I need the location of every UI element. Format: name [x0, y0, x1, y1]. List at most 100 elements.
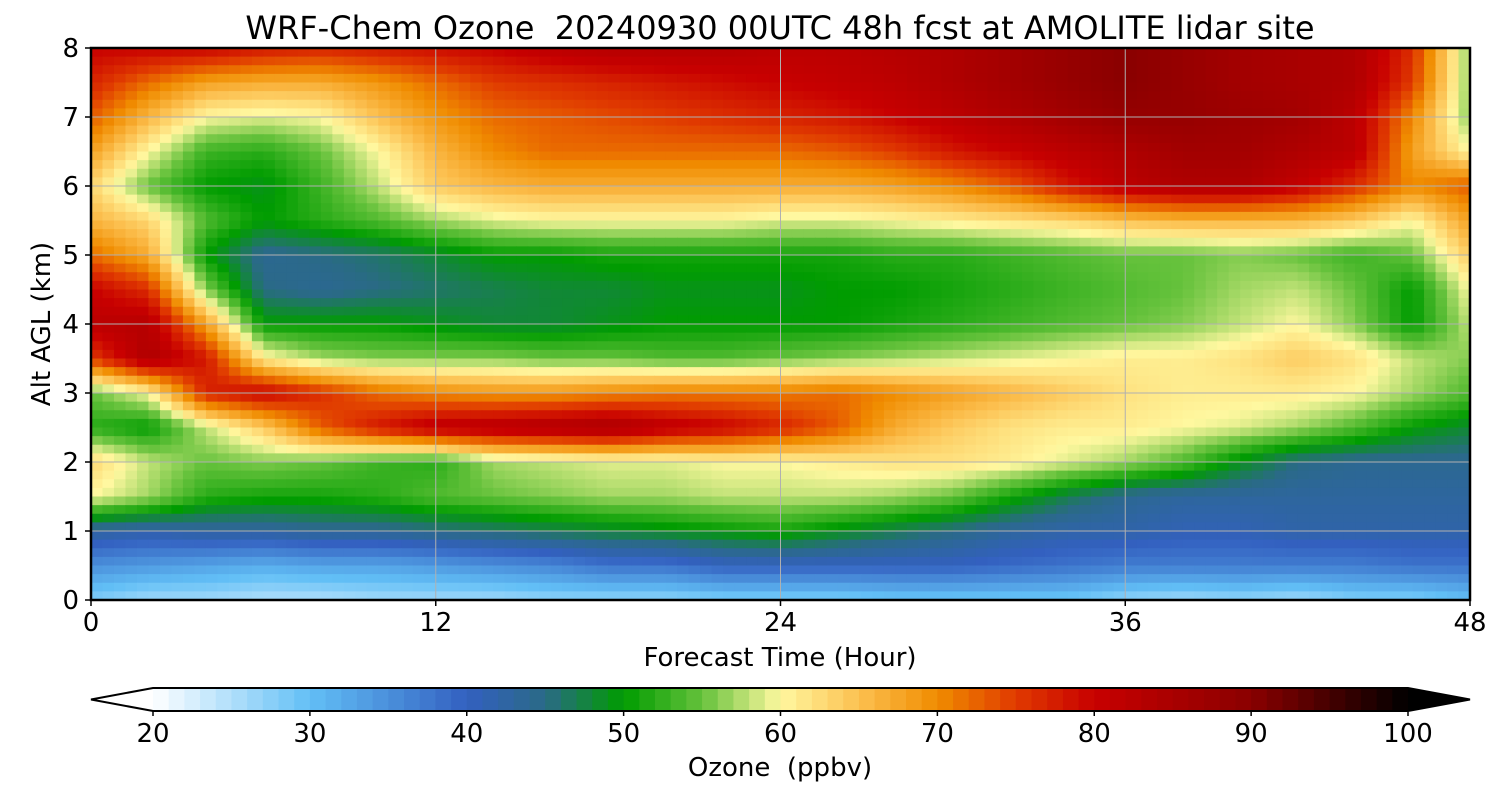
heatmap-cell — [872, 91, 885, 101]
heatmap-cell — [895, 125, 908, 135]
heatmap-cell — [1458, 56, 1470, 66]
heatmap-cell — [217, 280, 230, 291]
heatmap-cell — [1332, 237, 1345, 247]
heatmap-cell — [562, 272, 575, 282]
heatmap-cell — [91, 306, 104, 316]
heatmap-cell — [734, 142, 747, 153]
heatmap-cell — [1424, 375, 1437, 385]
heatmap-cell — [631, 358, 644, 368]
heatmap-cell — [113, 375, 127, 385]
heatmap-cell — [964, 384, 977, 394]
heatmap-cell — [1263, 229, 1276, 239]
heatmap-cell — [332, 125, 345, 135]
heatmap-cell — [1159, 375, 1172, 385]
heatmap-cell — [1182, 237, 1195, 247]
heatmap-cell — [585, 186, 598, 196]
heatmap-cell — [1366, 220, 1379, 230]
heatmap-cell — [527, 142, 540, 153]
heatmap-cell — [826, 393, 839, 403]
heatmap-cell — [1286, 99, 1299, 109]
heatmap-cell — [791, 177, 805, 187]
heatmap-cell — [757, 73, 770, 84]
heatmap-cell — [125, 91, 138, 101]
heatmap-cell — [998, 211, 1011, 222]
heatmap-cell — [1194, 315, 1207, 325]
heatmap-cell — [1401, 48, 1414, 58]
heatmap-cell — [182, 246, 196, 256]
heatmap-cell — [654, 65, 667, 75]
heatmap-cell — [1297, 48, 1310, 58]
heatmap-cell — [102, 298, 115, 308]
heatmap-cell — [585, 401, 598, 411]
heatmap-cell — [895, 56, 908, 66]
heatmap-cell — [1435, 125, 1448, 135]
heatmap-cell — [1033, 384, 1046, 394]
heatmap-cell — [539, 108, 552, 118]
heatmap-cell — [1067, 324, 1080, 334]
heatmap-cell — [1343, 332, 1356, 342]
heatmap-cell — [975, 349, 988, 360]
heatmap-cell — [539, 65, 552, 75]
heatmap-cell — [1366, 263, 1379, 273]
heatmap-cell — [1412, 168, 1425, 178]
heatmap-cell — [309, 56, 322, 66]
heatmap-cell — [366, 211, 379, 222]
heatmap-cell — [1148, 255, 1161, 265]
heatmap-cell — [1010, 220, 1023, 230]
heatmap-cell — [837, 246, 851, 256]
heatmap-cell — [1435, 289, 1448, 299]
heatmap-cell — [906, 48, 919, 58]
heatmap-cell — [1159, 65, 1172, 75]
heatmap-cell — [1320, 306, 1333, 316]
heatmap-cell — [343, 401, 356, 411]
heatmap-cell — [631, 117, 644, 127]
heatmap-cell — [1320, 125, 1333, 135]
heatmap-cell — [1125, 367, 1138, 377]
heatmap-cell — [665, 48, 678, 58]
heatmap-cell — [504, 65, 517, 75]
heatmap-cell — [883, 186, 897, 196]
heatmap-cell — [688, 108, 701, 118]
heatmap-cell — [1021, 255, 1034, 265]
heatmap-cell — [447, 142, 460, 153]
heatmap-cell — [619, 160, 632, 170]
heatmap-cell — [1412, 315, 1425, 325]
heatmap-cell — [217, 246, 230, 256]
heatmap-cell — [159, 280, 173, 291]
heatmap-cell — [159, 194, 173, 204]
heatmap-cell — [217, 237, 230, 247]
heatmap-cell — [872, 349, 885, 360]
heatmap-cell — [688, 203, 701, 213]
heatmap-cell — [1435, 315, 1448, 325]
heatmap-cell — [700, 315, 713, 325]
heatmap-cell — [435, 48, 448, 58]
heatmap-cell — [1412, 117, 1425, 127]
heatmap-cell — [458, 349, 471, 360]
heatmap-cell — [906, 186, 919, 196]
heatmap-cell — [585, 194, 598, 204]
heatmap-cell — [194, 306, 207, 316]
heatmap-cell — [1159, 108, 1172, 118]
heatmap-cell — [1228, 194, 1241, 204]
heatmap-cell — [1044, 263, 1057, 273]
heatmap-cell — [458, 237, 471, 247]
heatmap-cell — [113, 134, 127, 144]
heatmap-cell — [171, 229, 184, 239]
heatmap-cell — [700, 99, 713, 109]
heatmap-cell — [1458, 324, 1470, 334]
heatmap-cell — [274, 99, 287, 109]
heatmap-cell — [401, 194, 414, 204]
heatmap-cell — [447, 289, 460, 299]
heatmap-cell — [849, 211, 862, 222]
heatmap-cell — [1447, 349, 1460, 360]
heatmap-cell — [504, 341, 517, 351]
heatmap-cell — [1309, 134, 1322, 144]
heatmap-cell — [1079, 280, 1092, 291]
heatmap-cell — [1274, 211, 1287, 222]
heatmap-cell — [1355, 272, 1368, 282]
heatmap-cell — [1113, 203, 1126, 213]
heatmap-cell — [1332, 211, 1345, 222]
heatmap-cell — [585, 324, 598, 334]
heatmap-cell — [148, 332, 161, 342]
heatmap-cell — [906, 65, 919, 75]
